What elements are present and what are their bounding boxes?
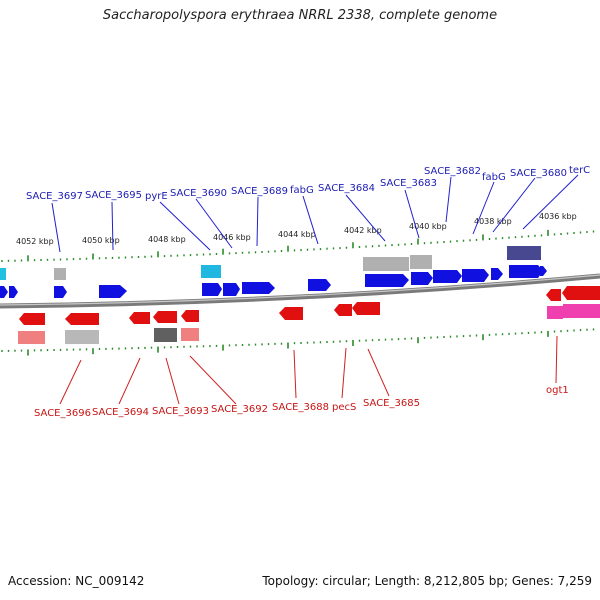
gene-box	[547, 306, 563, 319]
forward-gene	[9, 286, 18, 298]
gene-label: SACE_3682	[424, 166, 481, 177]
map-title: Saccharopolyspora erythraea NRRL 2338, c…	[102, 8, 498, 23]
gene-box	[65, 330, 99, 344]
reverse-gene	[153, 311, 177, 323]
lower-tick-row	[1, 328, 595, 356]
forward-gene	[411, 272, 433, 285]
forward-gene	[54, 286, 67, 298]
gene-box	[54, 268, 66, 280]
kbp-label: 4052 kbp	[16, 237, 54, 246]
gene-label: pyrE	[145, 191, 168, 202]
reverse-gene	[181, 310, 199, 322]
forward-gene	[540, 266, 547, 276]
gene-label: SACE_3695	[85, 190, 142, 201]
gene-label: SACE_3683	[380, 178, 437, 189]
upper-gene-boxes	[0, 246, 541, 280]
gene-box	[201, 265, 221, 278]
reverse-gene	[279, 307, 303, 320]
forward-gene	[433, 270, 462, 283]
kbp-labels: 4052 kbp 4050 kbp 4048 kbp 4046 kbp 4044…	[16, 212, 577, 246]
forward-gene	[99, 285, 127, 298]
reverse-gene	[65, 313, 99, 325]
lower-gene-boxes	[18, 304, 600, 344]
gene-label: SACE_3697	[26, 191, 83, 202]
forward-gene	[491, 268, 503, 280]
gene-label: SACE_3680	[510, 168, 567, 179]
forward-gene	[242, 282, 275, 294]
reverse-gene	[129, 312, 150, 324]
gene-label: fabG	[482, 172, 506, 183]
reverse-gene	[562, 286, 600, 300]
gene-box	[0, 268, 6, 280]
forward-gene	[509, 265, 543, 278]
upper-gene-labels: SACE_3697 SACE_3695 pyrE SACE_3690 SACE_…	[26, 165, 590, 202]
lower-leader-lines	[59, 335, 558, 405]
accession-text: Accession: NC_009142	[8, 574, 145, 588]
gene-label: SACE_3688	[272, 402, 329, 413]
kbp-label: 4038 kbp	[474, 217, 512, 226]
kbp-label: 4036 kbp	[539, 212, 577, 221]
topology-text: Topology: circular; Length: 8,212,805 bp…	[262, 574, 592, 588]
forward-gene	[0, 286, 8, 298]
gene-label: SACE_3690	[170, 188, 227, 199]
forward-gene	[308, 279, 331, 291]
gene-label: SACE_3692	[211, 404, 268, 415]
gene-box	[563, 304, 600, 318]
gene-label: terC	[569, 165, 590, 176]
genome-backbone	[0, 273, 600, 309]
reverse-genes	[19, 286, 600, 325]
gene-label: SACE_3689	[231, 186, 288, 197]
forward-gene	[223, 283, 240, 296]
gene-box	[154, 328, 177, 342]
gene-label: ogt1	[546, 385, 569, 396]
reverse-gene	[19, 313, 45, 325]
kbp-label: 4040 kbp	[409, 222, 447, 231]
kbp-label: 4046 kbp	[213, 233, 251, 242]
forward-gene	[202, 283, 222, 296]
forward-gene	[462, 269, 489, 282]
reverse-gene	[546, 289, 561, 301]
kbp-label: 4048 kbp	[148, 235, 186, 244]
gene-label: SACE_3694	[92, 407, 149, 418]
gene-box	[363, 257, 409, 271]
gene-label: SACE_3684	[318, 183, 375, 194]
upper-tick-row	[1, 229, 595, 262]
gene-box	[410, 255, 432, 269]
gene-label: SACE_3693	[152, 406, 209, 417]
reverse-gene	[334, 304, 352, 316]
gene-box	[181, 328, 199, 341]
upper-leader-lines	[51, 174, 579, 253]
gene-label: SACE_3696	[34, 408, 91, 419]
gene-box	[18, 331, 45, 344]
forward-genes	[0, 265, 547, 298]
forward-gene	[365, 274, 409, 287]
gene-label: SACE_3685	[363, 398, 420, 409]
kbp-label: 4044 kbp	[278, 230, 316, 239]
gene-label: pecS	[332, 402, 356, 413]
kbp-label: 4042 kbp	[344, 226, 382, 235]
gene-label: fabG	[290, 185, 314, 196]
gene-box	[507, 246, 541, 260]
kbp-label: 4050 kbp	[82, 236, 120, 245]
reverse-gene	[352, 302, 380, 315]
lower-gene-labels: SACE_3696 SACE_3694 SACE_3693 SACE_3692 …	[34, 385, 569, 419]
